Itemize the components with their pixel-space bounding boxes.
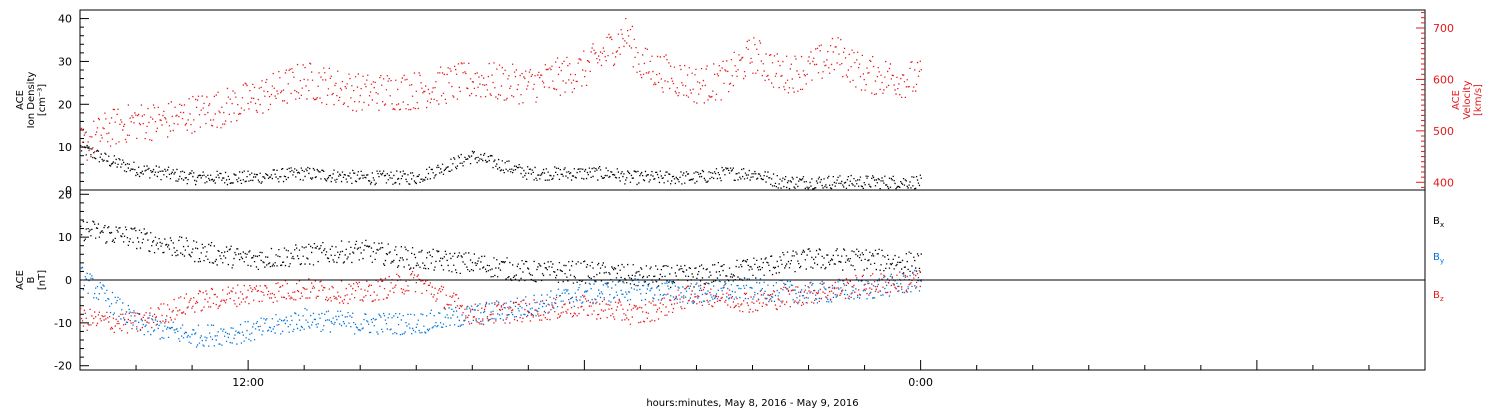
- velocity-points: [80, 18, 922, 161]
- density-tick-label: 0: [65, 184, 72, 197]
- density-axis-label-line: [cm⁻³]: [37, 84, 48, 116]
- b-tick-label: -20: [54, 360, 72, 373]
- axes: [79, 9, 1426, 370]
- b-axis-label-line: [nT]: [37, 270, 48, 290]
- plot-frames: [79, 9, 1426, 371]
- b-axis-label-group: ACE B [nT]: [15, 270, 48, 290]
- velocity-tick-label: 700: [1433, 22, 1454, 35]
- x-tick-label: 0:00: [908, 376, 933, 389]
- density-axis-label-line: Ion Density: [26, 72, 37, 129]
- b-tick-label: 20: [58, 188, 72, 201]
- legend-bz: B: [1433, 290, 1440, 301]
- b-axis-label-line: ACE: [15, 270, 26, 290]
- density-axis-label-line: ACE: [15, 90, 26, 110]
- legend-bx: B: [1433, 216, 1440, 227]
- legend-by: B: [1433, 252, 1440, 263]
- b-tick-label: 0: [65, 274, 72, 287]
- data-points: [80, 18, 922, 348]
- density-tick-label: 10: [58, 141, 72, 154]
- ion-density-points: [80, 141, 922, 190]
- velocity-axis-label-line: [km/s]: [1473, 84, 1484, 116]
- bx-points: [80, 219, 922, 289]
- density-tick-label: 30: [58, 55, 72, 68]
- labels: 0 10 20 30 40 400 500 600 700 -20 -10 0 10 20 12:00 0:0…: [15, 13, 1484, 409]
- density-tick-label: 20: [58, 98, 72, 111]
- b-tick-label: 10: [58, 231, 72, 244]
- b-axis-label-line: B: [26, 276, 37, 283]
- velocity-tick-label: 600: [1433, 73, 1454, 86]
- density-axis-label-group: ACE Ion Density [cm⁻³]: [15, 72, 48, 129]
- velocity-axis-label-group: ACE Velocity [km/s]: [1451, 80, 1484, 119]
- density-tick-label: 40: [58, 13, 72, 26]
- velocity-tick-label: 400: [1433, 176, 1454, 189]
- legend-by-subscript: y: [1440, 257, 1444, 265]
- legend-bx-subscript: x: [1440, 221, 1444, 229]
- legend-bz-subscript: z: [1440, 295, 1444, 303]
- x-tick-label: 12:00: [232, 376, 264, 389]
- velocity-tick-label: 500: [1433, 125, 1454, 138]
- x-axis-title: hours:minutes, May 8, 2016 - May 9, 2016: [646, 398, 858, 409]
- velocity-axis-label-line: ACE: [1451, 90, 1462, 110]
- velocity-axis-label-line: Velocity: [1462, 80, 1473, 119]
- top-panel-frame: [79, 9, 1426, 191]
- b-tick-label: -10: [54, 317, 72, 330]
